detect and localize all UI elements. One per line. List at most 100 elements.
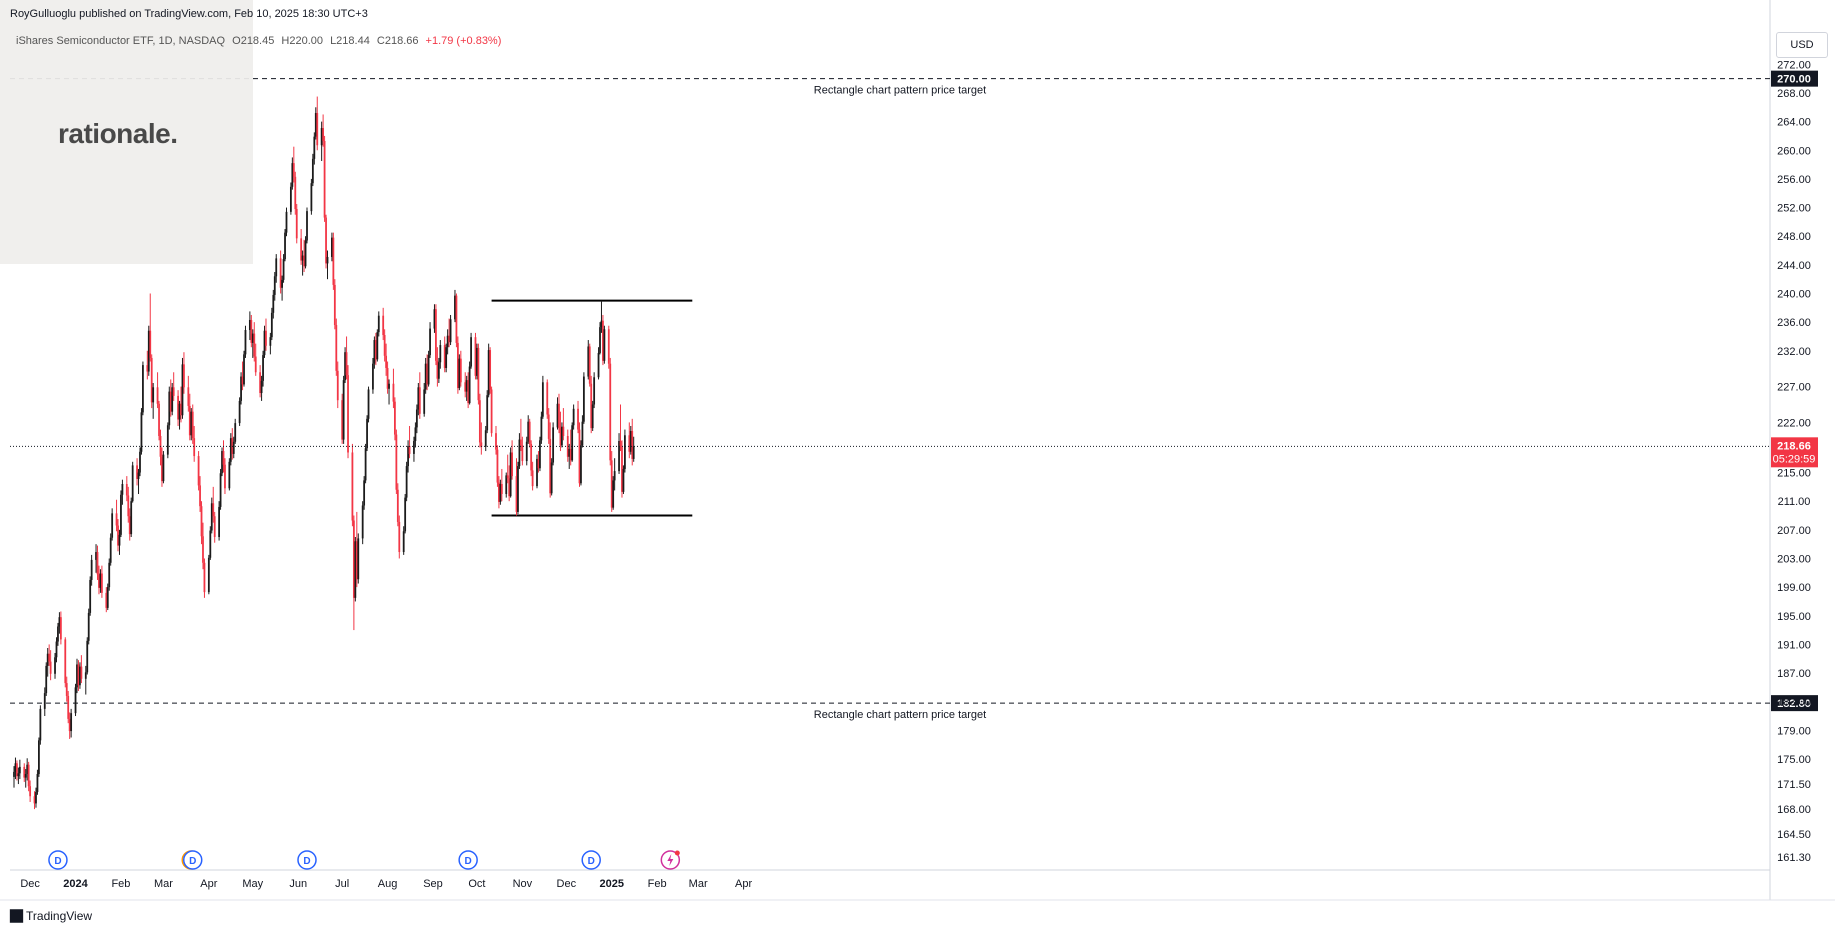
candle-body xyxy=(200,506,203,537)
candle-body xyxy=(234,423,237,442)
candle-body xyxy=(402,531,405,553)
candle-body xyxy=(80,666,83,679)
candle-body xyxy=(540,416,543,441)
candle-body xyxy=(90,559,93,580)
candle-body xyxy=(89,579,92,613)
candle-body xyxy=(455,295,458,343)
target-price-label: 182.80 xyxy=(1777,698,1811,710)
candle-body xyxy=(300,238,303,261)
candle-body xyxy=(248,319,251,331)
price-tick-label: 227.00 xyxy=(1777,382,1811,394)
candle-body xyxy=(101,573,103,593)
candle-body xyxy=(487,350,490,396)
candle-body xyxy=(610,460,613,508)
candle-body xyxy=(414,427,417,442)
candle-body xyxy=(18,766,21,774)
candle-body xyxy=(322,128,325,141)
ohlc-open: O218.45 xyxy=(232,35,275,47)
ohlc-high: H220.00 xyxy=(281,35,323,47)
candle-body xyxy=(470,337,472,367)
candle-body xyxy=(314,113,317,137)
time-tick-label: May xyxy=(242,878,263,890)
candle-body xyxy=(449,319,452,343)
candle-body xyxy=(142,365,144,413)
candle-body xyxy=(556,403,559,428)
candle-body xyxy=(413,441,415,454)
candle-body xyxy=(79,666,81,686)
footer-brand-text[interactable]: TradingView xyxy=(26,909,93,923)
candle-body xyxy=(333,284,336,326)
candle-body xyxy=(415,409,418,428)
price-axis[interactable]: 270.00 182.80 161.30 164.50 168.00 171.50 175.… xyxy=(1771,59,1818,864)
candle-body xyxy=(46,653,49,666)
dividend-marker-icon[interactable] xyxy=(48,850,68,870)
event-marker-letter: D xyxy=(189,856,196,867)
dividend-marker-icon[interactable] xyxy=(581,850,601,870)
candle-body xyxy=(281,279,283,288)
candle-body xyxy=(121,483,124,495)
price-tick-label: 195.00 xyxy=(1777,611,1811,623)
candle-body xyxy=(372,363,374,390)
candle-body xyxy=(541,382,544,417)
candle-body xyxy=(607,329,610,364)
candle-body xyxy=(367,389,370,419)
candle-body xyxy=(108,562,111,588)
time-axis[interactable]: Dec 2024 Feb Mar Apr May Jun Jul Aug Sep Oct Nov Dec… xyxy=(20,878,752,890)
candle-body xyxy=(331,237,333,257)
time-tick-label: Sep xyxy=(423,878,443,890)
candle-body xyxy=(468,366,471,404)
candle-body xyxy=(57,626,59,642)
candle-body xyxy=(87,612,90,641)
candle-body xyxy=(23,766,26,778)
candle-body xyxy=(429,328,431,356)
time-tick-label: Feb xyxy=(648,878,667,890)
candle-body xyxy=(105,592,108,608)
candle-body xyxy=(476,347,478,376)
candle-body xyxy=(323,140,326,218)
current-price-tag xyxy=(1771,437,1818,468)
dividend-marker-icon[interactable] xyxy=(458,850,478,870)
candle-body xyxy=(125,483,128,496)
watermark-box: rationale. xyxy=(0,0,253,264)
candle-body xyxy=(139,451,141,473)
candle-body xyxy=(600,320,603,328)
target-lines[interactable]: Rectangle chart pattern price target Rect… xyxy=(10,78,1770,721)
event-markers[interactable]: DSDDDD xyxy=(48,850,681,870)
candle-body xyxy=(306,211,308,241)
chart-pane[interactable] xyxy=(0,0,1835,901)
symbol-name[interactable]: iShares Semiconductor ETF, 1D, NASDAQ xyxy=(16,35,226,47)
time-tick-label: Apr xyxy=(200,878,217,890)
candle-body xyxy=(405,466,408,498)
candle-body xyxy=(561,426,563,446)
candle-body xyxy=(445,347,448,368)
currency-button[interactable]: USD xyxy=(1776,32,1828,58)
candle-body xyxy=(326,256,329,264)
candle-body xyxy=(310,183,313,212)
candle-body xyxy=(229,438,232,462)
candle-body xyxy=(480,442,483,447)
dividend-marker-icon[interactable] xyxy=(182,850,203,870)
footer-branding[interactable]: ⬛︎ TradingView xyxy=(10,908,92,924)
plot-area[interactable] xyxy=(10,0,1768,870)
candle-body xyxy=(388,383,390,389)
candle-body xyxy=(357,538,360,580)
candle-body xyxy=(232,441,235,454)
candle-body xyxy=(187,387,190,406)
rectangle-pattern[interactable] xyxy=(491,299,693,517)
price-tick-label: 207.00 xyxy=(1777,525,1811,537)
candle-body xyxy=(203,562,206,593)
dividend-marker-icon[interactable] xyxy=(297,850,317,870)
symbol-legend[interactable]: iShares Semiconductor ETF, 1D, NASDAQ O2… xyxy=(16,35,505,47)
candle-body xyxy=(342,380,345,440)
candle-body xyxy=(243,354,245,385)
candle-body xyxy=(161,456,163,482)
candle-body xyxy=(459,358,462,383)
candle-body xyxy=(188,405,191,436)
candle-body xyxy=(345,352,348,376)
watermark-logo: rationale. xyxy=(58,118,178,149)
candle-body xyxy=(396,489,399,522)
candle-body xyxy=(325,217,327,264)
candle-body xyxy=(496,449,499,483)
candle-body xyxy=(222,451,225,465)
